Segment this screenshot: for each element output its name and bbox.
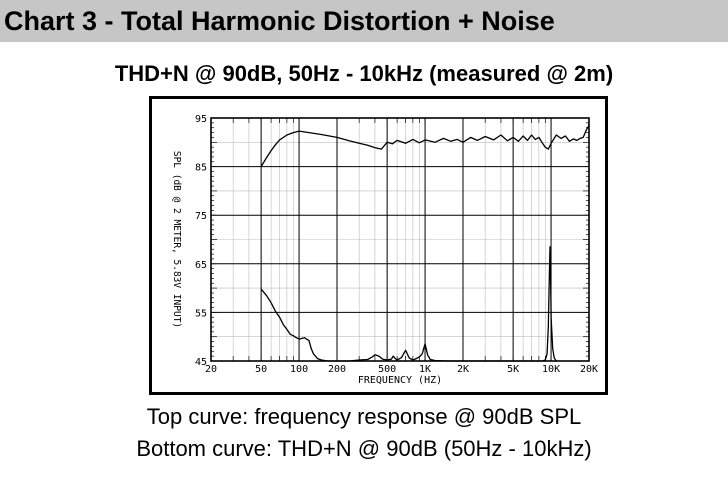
x-tick-label: 1K — [419, 364, 431, 375]
frequency-response-line — [260, 124, 590, 167]
x-tick-label: 50 — [255, 364, 267, 375]
chart-frame: 20 50 100 200 500 1K 2K 5K 10K 20K 45 55 65 75 85 95 F… — [149, 96, 608, 395]
x-tick-label: 100 — [290, 364, 308, 375]
x-tick-label: 5K — [507, 364, 519, 375]
header-bar: Chart 3 - Total Harmonic Distortion + No… — [0, 0, 728, 42]
x-tick-label: 20K — [580, 364, 598, 375]
chart-plot: 20 50 100 200 500 1K 2K 5K 10K 20K 45 55 65 75 85 95 F… — [171, 114, 598, 386]
y-tick-label: 95 — [195, 114, 207, 125]
y-tick-label: 65 — [195, 260, 207, 271]
chart-title: THD+N @ 90dB, 50Hz - 10kHz (measured @ 2… — [114, 61, 614, 86]
y-tick-label: 75 — [195, 211, 207, 222]
minor-grid — [211, 118, 589, 361]
plot-border — [210, 117, 590, 362]
caption-bottom-curve: Bottom curve: THD+N @ 90dB (50Hz - 10kHz… — [136, 436, 592, 461]
y-axis-label: SPL (dB @ 2 METER, 5.83V INPUT) — [171, 151, 182, 328]
x-tick-label: 10K — [542, 364, 560, 375]
y-tick-label: 55 — [195, 308, 207, 319]
x-tick-label: 500 — [378, 364, 396, 375]
header-title: Chart 3 - Total Harmonic Distortion + No… — [4, 6, 555, 36]
x-axis-label: FREQUENCY (HZ) — [358, 375, 442, 386]
x-tick-label: 200 — [328, 364, 346, 375]
x-tick-label: 2K — [457, 364, 469, 375]
y-tick-labels: 45 55 65 75 85 95 — [195, 114, 207, 368]
y-tick-label: 85 — [195, 163, 207, 174]
y-tick-label: 45 — [195, 357, 207, 368]
x-tick-label: 20 — [205, 364, 217, 375]
x-tick-labels: 20 50 100 200 500 1K 2K 5K 10K 20K — [205, 364, 598, 375]
caption-top-curve: Top curve: frequency response @ 90dB SPL — [146, 404, 582, 429]
